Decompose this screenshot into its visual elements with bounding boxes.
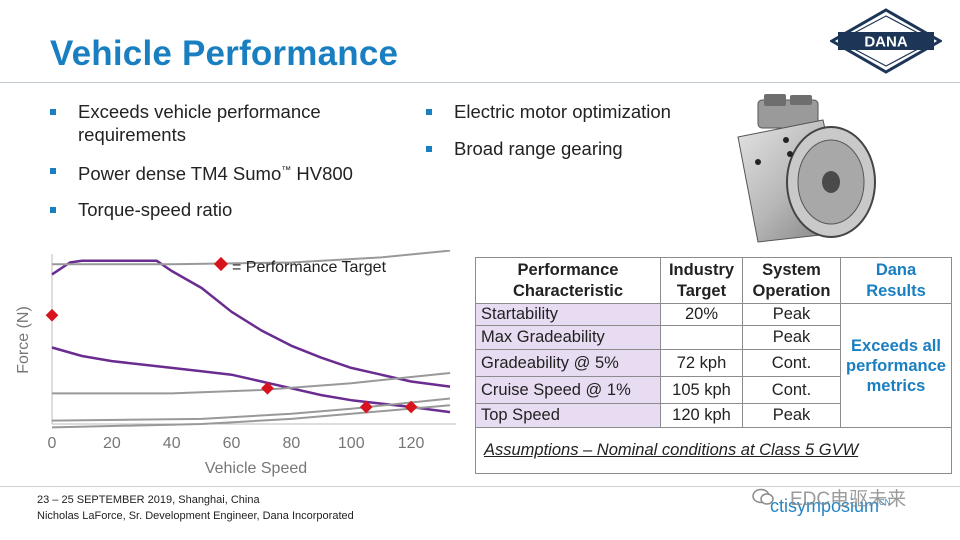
cell-characteristic: Cruise Speed @ 1% bbox=[475, 376, 661, 404]
footer-divider bbox=[0, 486, 960, 487]
assumption-note: Assumptions – Nominal conditions at Clas… bbox=[475, 427, 952, 474]
series-line-tractive-effort-low bbox=[51, 346, 451, 414]
wechat-icon bbox=[752, 488, 774, 505]
bullet-square-icon bbox=[50, 207, 56, 214]
cell-characteristic: Startability bbox=[475, 303, 661, 326]
cell-operation: Cont. bbox=[742, 376, 841, 404]
cell-operation: Peak bbox=[742, 403, 841, 428]
dana-logo: DANA bbox=[830, 8, 942, 74]
header-characteristic: Performance Characteristic bbox=[475, 257, 661, 304]
chart-plot-area bbox=[51, 254, 456, 425]
x-tick-label: 0 bbox=[48, 435, 57, 452]
footer: 23 – 25 SEPTEMBER 2019, Shanghai, China … bbox=[37, 492, 354, 524]
x-axis-label: Vehicle Speed bbox=[205, 460, 307, 477]
cell-operation: Cont. bbox=[742, 349, 841, 377]
performance-table: Performance Characteristic Industry Targ… bbox=[475, 257, 952, 474]
footer-date: 23 – 25 SEPTEMBER 2019, Shanghai, China bbox=[37, 494, 260, 506]
x-tick-label: 20 bbox=[103, 435, 121, 452]
table-row: Startability 20% Peak Exceeds all perfor… bbox=[475, 303, 952, 428]
legend-diamond-icon bbox=[213, 256, 229, 272]
motor-image bbox=[737, 94, 876, 243]
x-tick-label: 60 bbox=[223, 435, 241, 452]
x-tick-label: 40 bbox=[163, 435, 181, 452]
target-diamond-1 bbox=[261, 381, 274, 395]
bullet-square-icon bbox=[50, 109, 56, 115]
title-divider bbox=[0, 82, 960, 83]
header-dana-results: Dana Results bbox=[840, 257, 952, 304]
bullet-item: Electric motor optimization bbox=[424, 100, 724, 123]
x-tick-label: 120 bbox=[398, 435, 425, 452]
y-axis-label: Force (N) bbox=[15, 306, 32, 374]
cell-target: 20% bbox=[660, 303, 743, 326]
bullet-square-icon bbox=[426, 146, 432, 152]
legend-label: = Performance Target bbox=[232, 259, 387, 276]
logo-text: DANA bbox=[864, 34, 907, 51]
series-line-tractive-effort-high bbox=[51, 259, 451, 388]
cell-target: 72 kph bbox=[660, 349, 743, 377]
x-tick-label: 80 bbox=[283, 435, 301, 452]
target-diamond-2 bbox=[359, 400, 373, 414]
brand-logo: ctisymposiumCN bbox=[770, 496, 891, 516]
bullet-item: Power dense TM4 Sumo™ HV800 bbox=[48, 159, 408, 185]
bullet-item: Broad range gearing bbox=[424, 137, 724, 160]
bullet-item: Exceeds vehicle performance requirements bbox=[48, 100, 408, 146]
performance-chart: 0 20 40 60 80 100 120 Force (N) Vehicle Speed … bbox=[15, 250, 456, 477]
cell-characteristic: Top Speed bbox=[475, 403, 661, 428]
footer-author: Nicholas LaForce, Sr. Development Engine… bbox=[37, 510, 354, 522]
table-row: Cruise Speed @ 1% 105 kph Cont. bbox=[475, 376, 952, 404]
target-diamond-0 bbox=[45, 308, 59, 322]
cell-characteristic: Max Gradeability bbox=[475, 325, 661, 350]
cell-target: 120 kph bbox=[660, 403, 743, 428]
series-line-resistance-1 bbox=[52, 250, 451, 266]
cell-operation: Peak bbox=[742, 303, 841, 326]
table-row: Top Speed 120 kph Peak bbox=[475, 403, 952, 428]
table-row: Gradeability @ 5% 72 kph Cont. bbox=[475, 349, 952, 377]
x-tick-label: 100 bbox=[338, 435, 365, 452]
series-line-resistance-2 bbox=[52, 372, 451, 395]
cell-characteristic: Gradeability @ 5% bbox=[475, 349, 661, 377]
page-title: Vehicle Performance bbox=[50, 34, 399, 73]
bullet-item: Torque-speed ratio bbox=[48, 198, 408, 221]
cell-target bbox=[660, 325, 743, 350]
watermark: EDC电驱未来 bbox=[790, 489, 907, 510]
table-header-row: Performance Characteristic Industry Targ… bbox=[475, 257, 952, 304]
cell-operation: Peak bbox=[742, 325, 841, 350]
bullet-list-right: Electric motor optimization Broad range … bbox=[424, 100, 724, 174]
bullet-list-left: Exceeds vehicle performance requirements… bbox=[48, 100, 408, 234]
cell-result: Exceeds all performance metrics bbox=[840, 303, 952, 428]
bullet-square-icon bbox=[50, 168, 56, 174]
cell-target: 105 kph bbox=[660, 376, 743, 404]
header-operation: System Operation bbox=[742, 257, 841, 304]
table-footer-row: Assumptions – Nominal conditions at Clas… bbox=[475, 427, 952, 474]
series-line-resistance-3 bbox=[51, 397, 451, 422]
target-diamond-3 bbox=[404, 400, 418, 414]
header-target: Industry Target bbox=[660, 257, 743, 304]
series-line-resistance-4 bbox=[51, 404, 451, 429]
bullet-square-icon bbox=[426, 109, 432, 115]
